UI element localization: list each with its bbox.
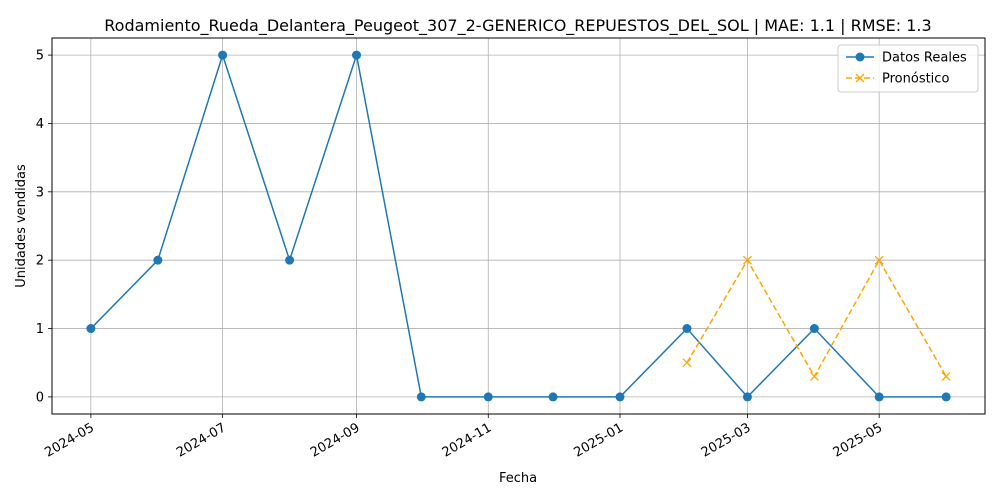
- chart-title: Rodamiento_Rueda_Delantera_Peugeot_307_2…: [104, 16, 931, 36]
- data-point: [153, 255, 163, 265]
- marker-stroke: [742, 255, 752, 265]
- x-tick-label: 2025-05: [831, 420, 886, 460]
- y-tick-label: 0: [36, 390, 44, 405]
- marker-stroke: [855, 73, 865, 83]
- y-tick-label: 1: [36, 322, 44, 337]
- data-point: [352, 50, 362, 60]
- legend-item: Datos Reales: [846, 51, 967, 66]
- x-axis-label: Fecha: [499, 471, 537, 486]
- data-point: [416, 392, 426, 402]
- data-point: [874, 255, 884, 265]
- data-point: [218, 50, 228, 60]
- data-point: [809, 371, 819, 381]
- plot-frame: [51, 37, 986, 415]
- marker-stroke: [874, 255, 884, 265]
- data-point: [941, 371, 951, 381]
- legend-marker: [855, 52, 865, 62]
- legend-label: Datos Reales: [882, 51, 967, 66]
- y-tick-label: 2: [36, 254, 44, 269]
- axis-ticks: 0 1 2 3 4 5 2024-05 2024-07 2024-09 2024-11 2025-0…: [36, 49, 885, 461]
- legend-marker: [855, 73, 865, 83]
- data-point: [483, 392, 493, 402]
- marker-stroke: [809, 371, 819, 381]
- x-tick-label: 2024-07: [174, 420, 229, 460]
- grid: [52, 38, 985, 414]
- data-point: [742, 255, 752, 265]
- data-point: [874, 392, 884, 402]
- data-point: [809, 324, 819, 334]
- y-tick-label: 4: [36, 117, 44, 132]
- x-tick-label: 2025-01: [571, 420, 626, 460]
- x-tick-label: 2025-03: [699, 420, 754, 460]
- marker-stroke: [941, 371, 951, 381]
- series-layer: [86, 50, 951, 402]
- data-point: [548, 392, 558, 402]
- legend-item: Pronóstico: [846, 72, 949, 87]
- data-point: [615, 392, 625, 402]
- x-tick-label: 2024-05: [42, 420, 97, 460]
- y-axis-label: Unidades vendidas: [14, 164, 29, 288]
- x-tick-label: 2024-11: [440, 420, 495, 460]
- data-point: [682, 324, 692, 334]
- data-point: [285, 255, 295, 265]
- legend-label: Pronóstico: [882, 72, 949, 87]
- x-tick-label: 2024-09: [308, 420, 363, 460]
- series-line: [686, 258, 947, 378]
- data-point: [682, 358, 692, 368]
- marker-stroke: [682, 358, 692, 368]
- series-line: [90, 52, 947, 399]
- data-point: [742, 392, 752, 402]
- y-tick-label: 5: [36, 49, 44, 64]
- y-tick-label: 3: [36, 185, 44, 200]
- data-point: [86, 324, 96, 334]
- legend: Datos Reales Pronóstico: [837, 44, 979, 93]
- data-point: [941, 392, 951, 402]
